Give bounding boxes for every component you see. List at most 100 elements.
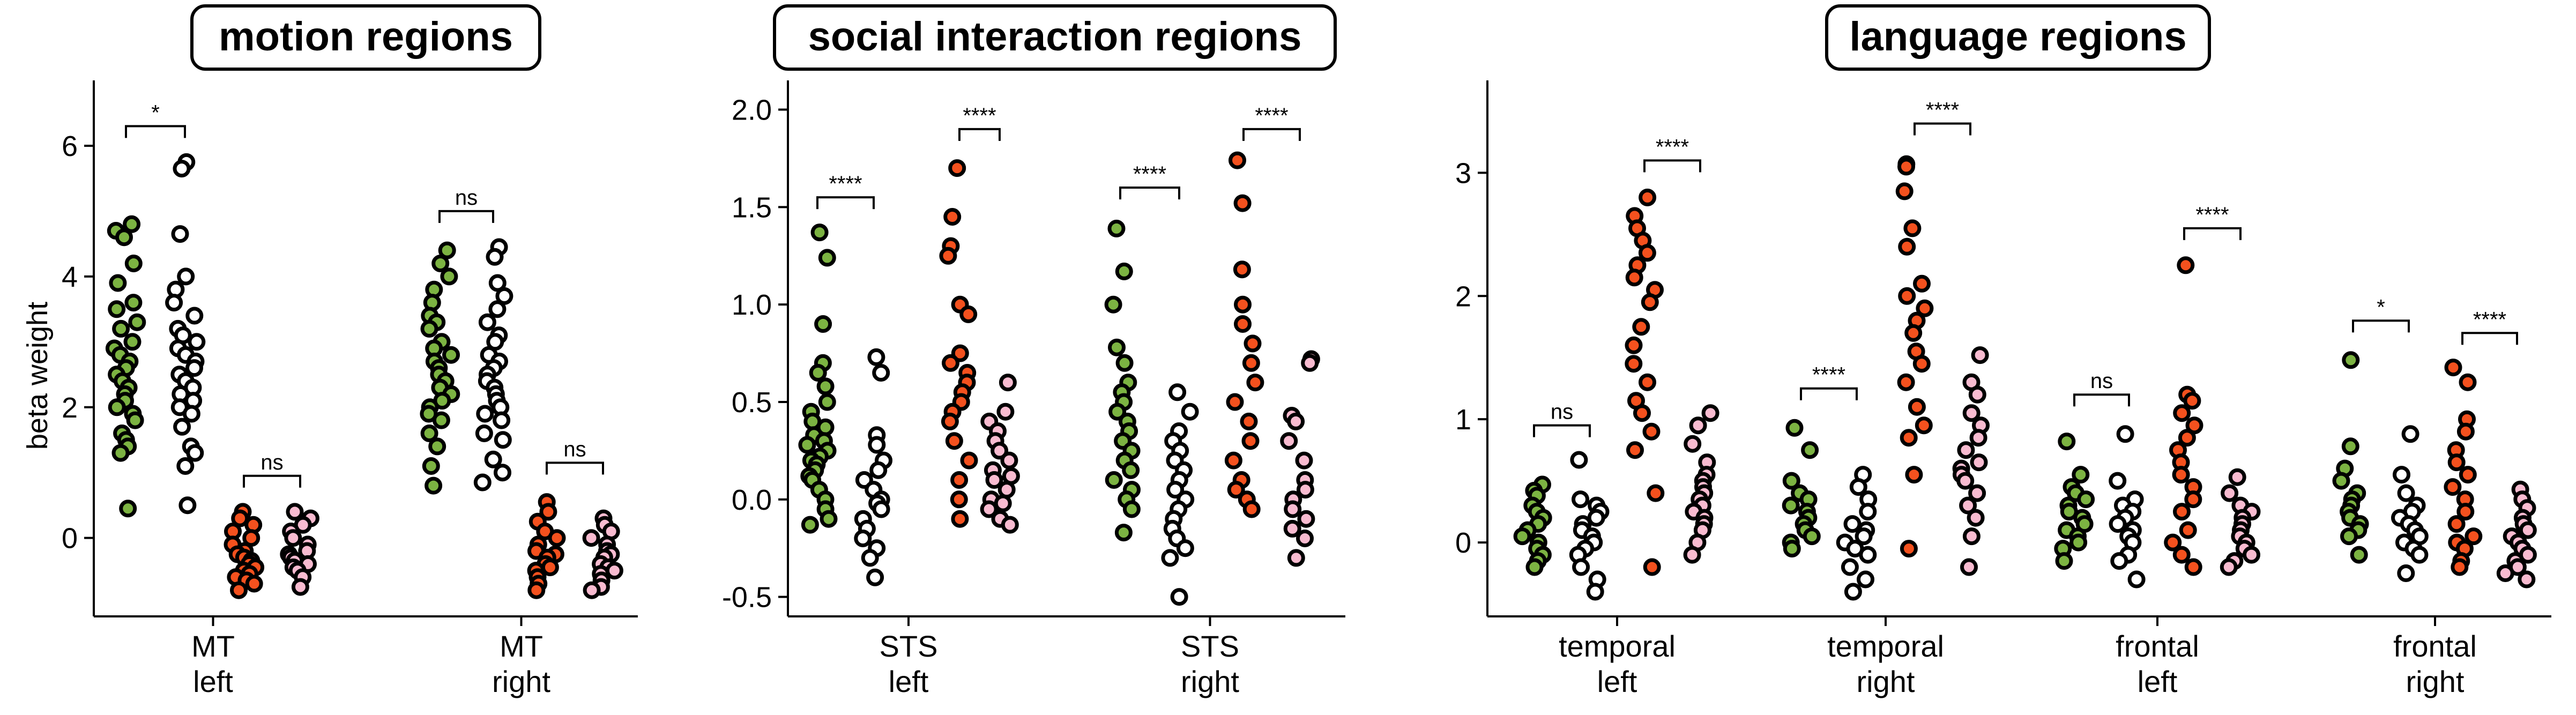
significance-bracket xyxy=(816,196,875,210)
data-point xyxy=(425,476,443,495)
data-point xyxy=(128,313,146,331)
data-point xyxy=(1969,429,1987,447)
data-point xyxy=(185,307,204,325)
x-tick-label: MT xyxy=(191,629,235,663)
data-point xyxy=(1283,519,1301,538)
data-point xyxy=(2451,558,2469,576)
data-point xyxy=(486,248,504,266)
data-point xyxy=(1633,404,1651,422)
data-point xyxy=(1639,188,1657,206)
data-point xyxy=(2172,546,2191,564)
data-point xyxy=(867,348,885,366)
data-point xyxy=(245,575,263,593)
significance-label: ns xyxy=(2090,369,2113,393)
data-point xyxy=(1968,484,1986,502)
data-point xyxy=(941,412,959,430)
data-point xyxy=(442,346,460,364)
data-point xyxy=(1570,451,1588,469)
significance-label: ns xyxy=(455,186,478,210)
significance-bracket xyxy=(1914,122,1971,136)
significance-label: **** xyxy=(2195,203,2229,227)
data-point xyxy=(2179,521,2197,539)
data-point xyxy=(1782,472,1800,490)
data-point xyxy=(996,403,1015,421)
data-point xyxy=(1783,540,1801,558)
data-point xyxy=(186,444,204,462)
data-point xyxy=(1912,355,1931,373)
data-point xyxy=(818,393,836,411)
significance-label: **** xyxy=(1812,363,1845,387)
significance-bracket xyxy=(243,474,301,488)
data-point xyxy=(950,490,968,509)
data-point xyxy=(1166,481,1185,499)
data-point xyxy=(1898,237,1916,256)
data-point xyxy=(1176,539,1194,557)
data-point xyxy=(2109,515,2127,533)
data-point xyxy=(494,464,511,482)
data-point xyxy=(111,444,130,462)
data-point xyxy=(176,457,195,475)
data-point xyxy=(1587,509,1605,527)
significance-bracket xyxy=(1533,424,1591,437)
y-tick-label: 1.0 xyxy=(732,289,772,321)
data-point xyxy=(2077,490,2095,509)
data-point xyxy=(1971,346,1989,364)
data-point xyxy=(284,529,302,547)
data-point xyxy=(2401,425,2419,443)
data-point xyxy=(420,319,438,338)
y-tick-label: 2 xyxy=(1455,280,1471,312)
data-point xyxy=(948,159,966,177)
data-point xyxy=(431,255,450,272)
x-tick-label: STS xyxy=(1181,629,1239,663)
x-tick-label: frontal xyxy=(2116,629,2199,663)
x-tick-label: STS xyxy=(880,629,938,663)
data-point xyxy=(2127,570,2146,589)
data-point xyxy=(1849,478,1867,496)
data-point xyxy=(188,333,206,351)
data-point xyxy=(422,457,440,475)
data-point xyxy=(1572,558,1590,576)
data-point xyxy=(1904,324,1923,342)
data-point xyxy=(1841,558,1859,576)
data-point xyxy=(124,294,143,312)
data-point xyxy=(1859,546,1877,564)
data-point xyxy=(1108,403,1127,421)
data-point xyxy=(1689,416,1707,435)
y-tick-label: 2 xyxy=(62,392,78,424)
data-point xyxy=(1168,383,1187,401)
data-point xyxy=(1639,373,1656,391)
y-tick-label: 4 xyxy=(62,261,78,293)
significance-label: * xyxy=(2377,295,2385,319)
significance-bracket xyxy=(2073,393,2130,407)
data-point xyxy=(2058,433,2076,451)
data-point xyxy=(872,500,890,518)
significance-bracket xyxy=(125,125,186,138)
data-point xyxy=(1968,385,1986,404)
data-point xyxy=(1234,295,1252,314)
data-point xyxy=(1233,194,1252,212)
data-point xyxy=(2116,425,2134,443)
data-point xyxy=(1844,583,1862,601)
data-point xyxy=(1226,393,1244,411)
data-point xyxy=(548,529,566,547)
data-point xyxy=(1855,527,1873,546)
data-point xyxy=(1684,435,1702,453)
data-point xyxy=(1161,549,1179,567)
data-point xyxy=(1280,432,1298,450)
data-point xyxy=(1242,354,1260,372)
data-point xyxy=(1625,355,1643,373)
data-point xyxy=(997,481,1016,499)
significance-bracket xyxy=(958,128,1001,141)
data-point xyxy=(1000,451,1018,470)
data-point xyxy=(820,510,838,528)
data-point xyxy=(2459,466,2477,484)
data-point xyxy=(2243,546,2260,564)
significance-bracket xyxy=(1800,387,1858,400)
significance-label: **** xyxy=(1656,135,1689,159)
data-point xyxy=(1296,530,1314,547)
x-tick-label: right xyxy=(2406,665,2465,698)
data-point xyxy=(2350,546,2368,564)
title-social-interaction-regions: social interaction regions xyxy=(773,4,1337,71)
data-point xyxy=(1625,269,1643,287)
